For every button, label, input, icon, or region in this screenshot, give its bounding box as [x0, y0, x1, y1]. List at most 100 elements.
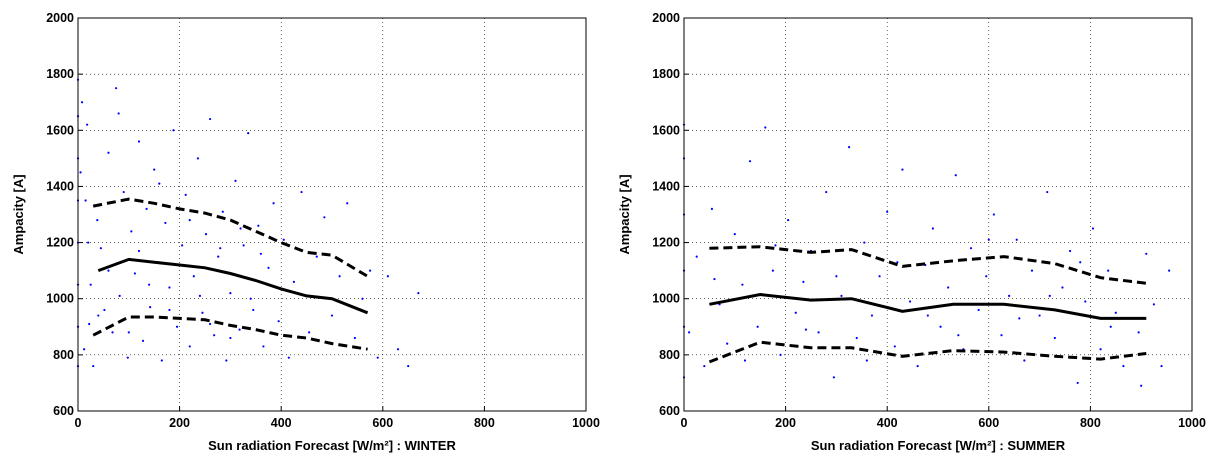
data-point [229, 292, 232, 295]
data-point [84, 199, 87, 202]
data-point [865, 359, 868, 362]
data-point [741, 283, 744, 286]
data-point [82, 348, 86, 351]
panel: 600 800 1000 1200 1400 1600 1800 2000 0 200 400 600… [617, 11, 1206, 453]
y-axis-label: Ampacity [A] [11, 174, 26, 254]
data-point [787, 219, 790, 222]
data-point [710, 207, 714, 210]
data-point [175, 325, 179, 328]
data-point [137, 249, 141, 253]
x-tick-label: 1000 [572, 416, 600, 430]
data-point [221, 210, 224, 213]
data-point [926, 314, 929, 317]
x-tick-label: 0 [681, 416, 688, 430]
data-point [300, 190, 303, 194]
data-point [323, 216, 326, 219]
data-point [130, 230, 133, 233]
data-point [168, 286, 171, 289]
data-point [252, 308, 255, 312]
data-point [126, 356, 129, 359]
data-point [117, 112, 120, 115]
data-point [361, 297, 364, 300]
data-point [985, 275, 988, 278]
data-point [870, 314, 874, 317]
data-point [181, 244, 184, 247]
data-point [145, 207, 148, 210]
y-tick-label: 1000 [652, 292, 680, 306]
data-point [133, 272, 136, 275]
data-point [1030, 269, 1034, 272]
data-point [217, 255, 220, 258]
data-point [158, 182, 161, 185]
data-point [832, 376, 835, 379]
data-point [1076, 381, 1079, 385]
data-point [848, 146, 851, 149]
data-point [111, 331, 114, 334]
data-point [804, 328, 808, 331]
data-point [1015, 238, 1018, 241]
data-point [229, 336, 232, 340]
data-line [709, 245, 1147, 285]
data-point [160, 359, 163, 362]
data-point [825, 190, 828, 194]
data-point [198, 294, 202, 298]
y-tick-label: 800 [659, 348, 680, 362]
data-point [208, 322, 212, 326]
data-point [1152, 303, 1155, 306]
data-point [1053, 336, 1056, 340]
x-tick-label: 400 [877, 416, 898, 430]
data-point [726, 342, 729, 345]
data-point [916, 364, 919, 368]
data-point [259, 252, 262, 255]
data-point [239, 227, 242, 230]
y-tick-label: 800 [53, 348, 74, 362]
data-point [1137, 331, 1140, 334]
data-point [1048, 294, 1051, 298]
data-point [338, 275, 341, 278]
data-point [272, 202, 275, 205]
x-tick-label: 800 [474, 416, 495, 430]
x-axis-label: Sun radiation Forecast [W/m²] : WINTER [208, 438, 456, 453]
data-point [1122, 364, 1125, 368]
data-point [234, 179, 237, 182]
data-point [141, 339, 145, 342]
data-point [97, 314, 100, 317]
data-point [192, 275, 195, 278]
data-point [1107, 269, 1110, 272]
plot-frame [683, 17, 1193, 412]
data-point [330, 314, 334, 317]
data-point [204, 233, 208, 236]
data-point [127, 331, 130, 334]
data-point [855, 336, 858, 340]
data-point [1068, 249, 1072, 253]
data-point [184, 193, 187, 196]
data-point [901, 168, 904, 171]
x-axis-label: Sun radiation Forecast [W/m²] : SUMMER [811, 438, 1066, 453]
data-point [1091, 227, 1095, 230]
data-point [369, 269, 372, 272]
data-point [247, 131, 250, 135]
data-point [756, 325, 759, 328]
data-point [957, 334, 960, 337]
data-point [1140, 384, 1143, 387]
data-point [188, 219, 191, 222]
data-point [208, 117, 212, 121]
data-point [267, 266, 270, 269]
y-tick-label: 600 [659, 404, 680, 418]
data-point [407, 364, 410, 368]
y-tick-label: 1400 [652, 179, 680, 193]
data-point [87, 241, 90, 244]
data-line [97, 257, 369, 315]
data-point [79, 171, 82, 174]
data-point [277, 320, 280, 323]
x-tick-label: 0 [75, 416, 82, 430]
data-point [1018, 317, 1021, 320]
data-point [282, 238, 285, 241]
data-point [99, 247, 102, 250]
data-point [417, 292, 420, 295]
data-point [987, 238, 990, 241]
data-point [977, 308, 980, 312]
x-tick-label: 800 [1080, 416, 1101, 430]
